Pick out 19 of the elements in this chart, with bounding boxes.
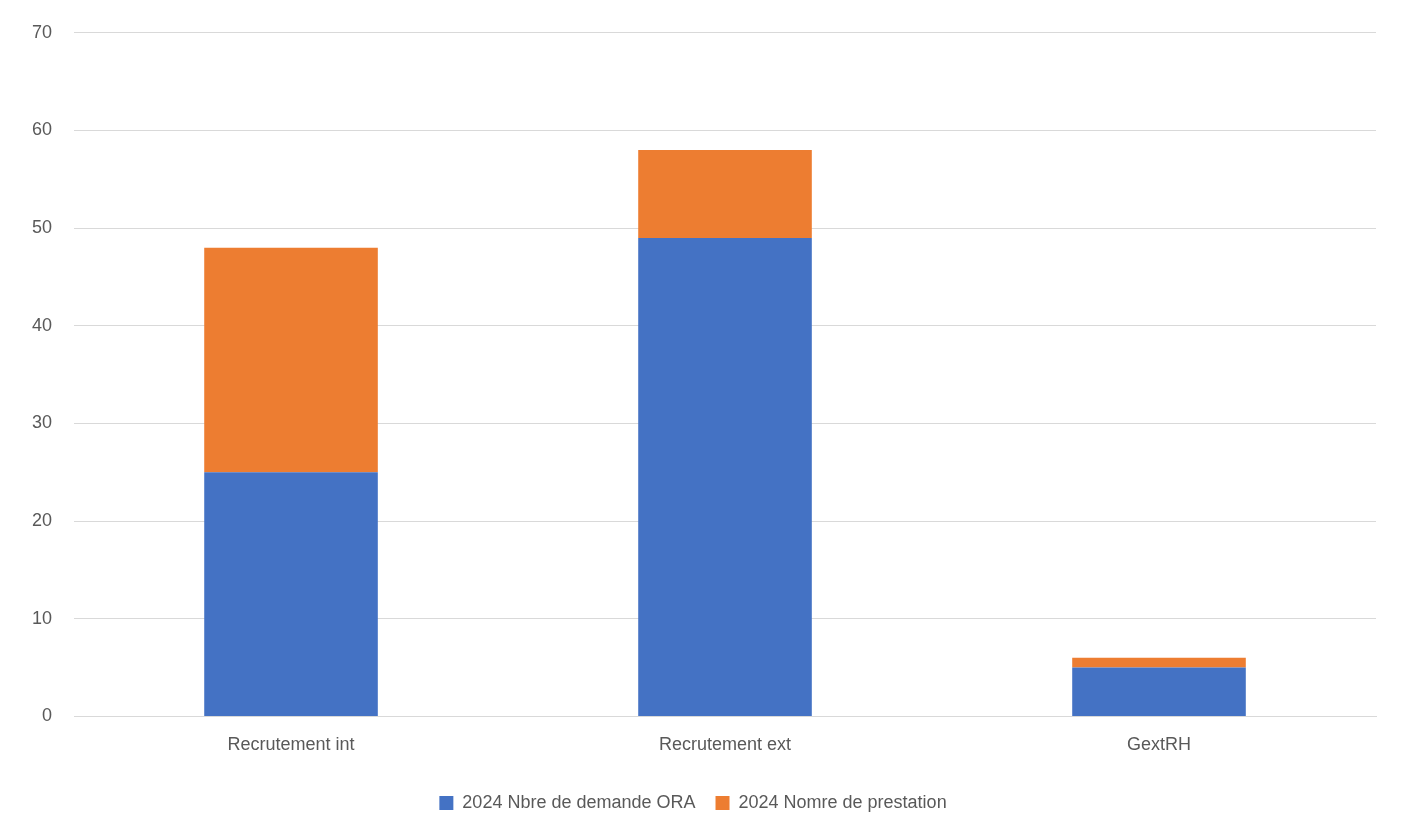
bar xyxy=(204,472,378,716)
legend-label: 2024 Nomre de prestation xyxy=(738,791,947,812)
y-tick-label: 20 xyxy=(31,510,53,531)
y-tick-label: 30 xyxy=(31,412,53,433)
legend-label: 2024 Nbre de demande ORA xyxy=(462,791,696,812)
y-tick-label: 10 xyxy=(31,607,53,628)
y-tick-label: 50 xyxy=(31,217,53,238)
bar xyxy=(638,237,812,716)
x-tick-label: Recrutement ext xyxy=(658,734,792,755)
bar xyxy=(638,149,812,238)
x-tick-label: GextRH xyxy=(1127,734,1192,755)
y-tick-label: 0 xyxy=(42,705,53,726)
bar xyxy=(1072,667,1246,716)
y-tick-label: 70 xyxy=(31,21,53,42)
bar xyxy=(204,247,378,473)
bar xyxy=(1072,657,1246,668)
x-tick-label: Recrutement int xyxy=(227,734,355,755)
y-tick-label: 40 xyxy=(31,314,53,335)
y-tick-label: 60 xyxy=(31,119,53,140)
